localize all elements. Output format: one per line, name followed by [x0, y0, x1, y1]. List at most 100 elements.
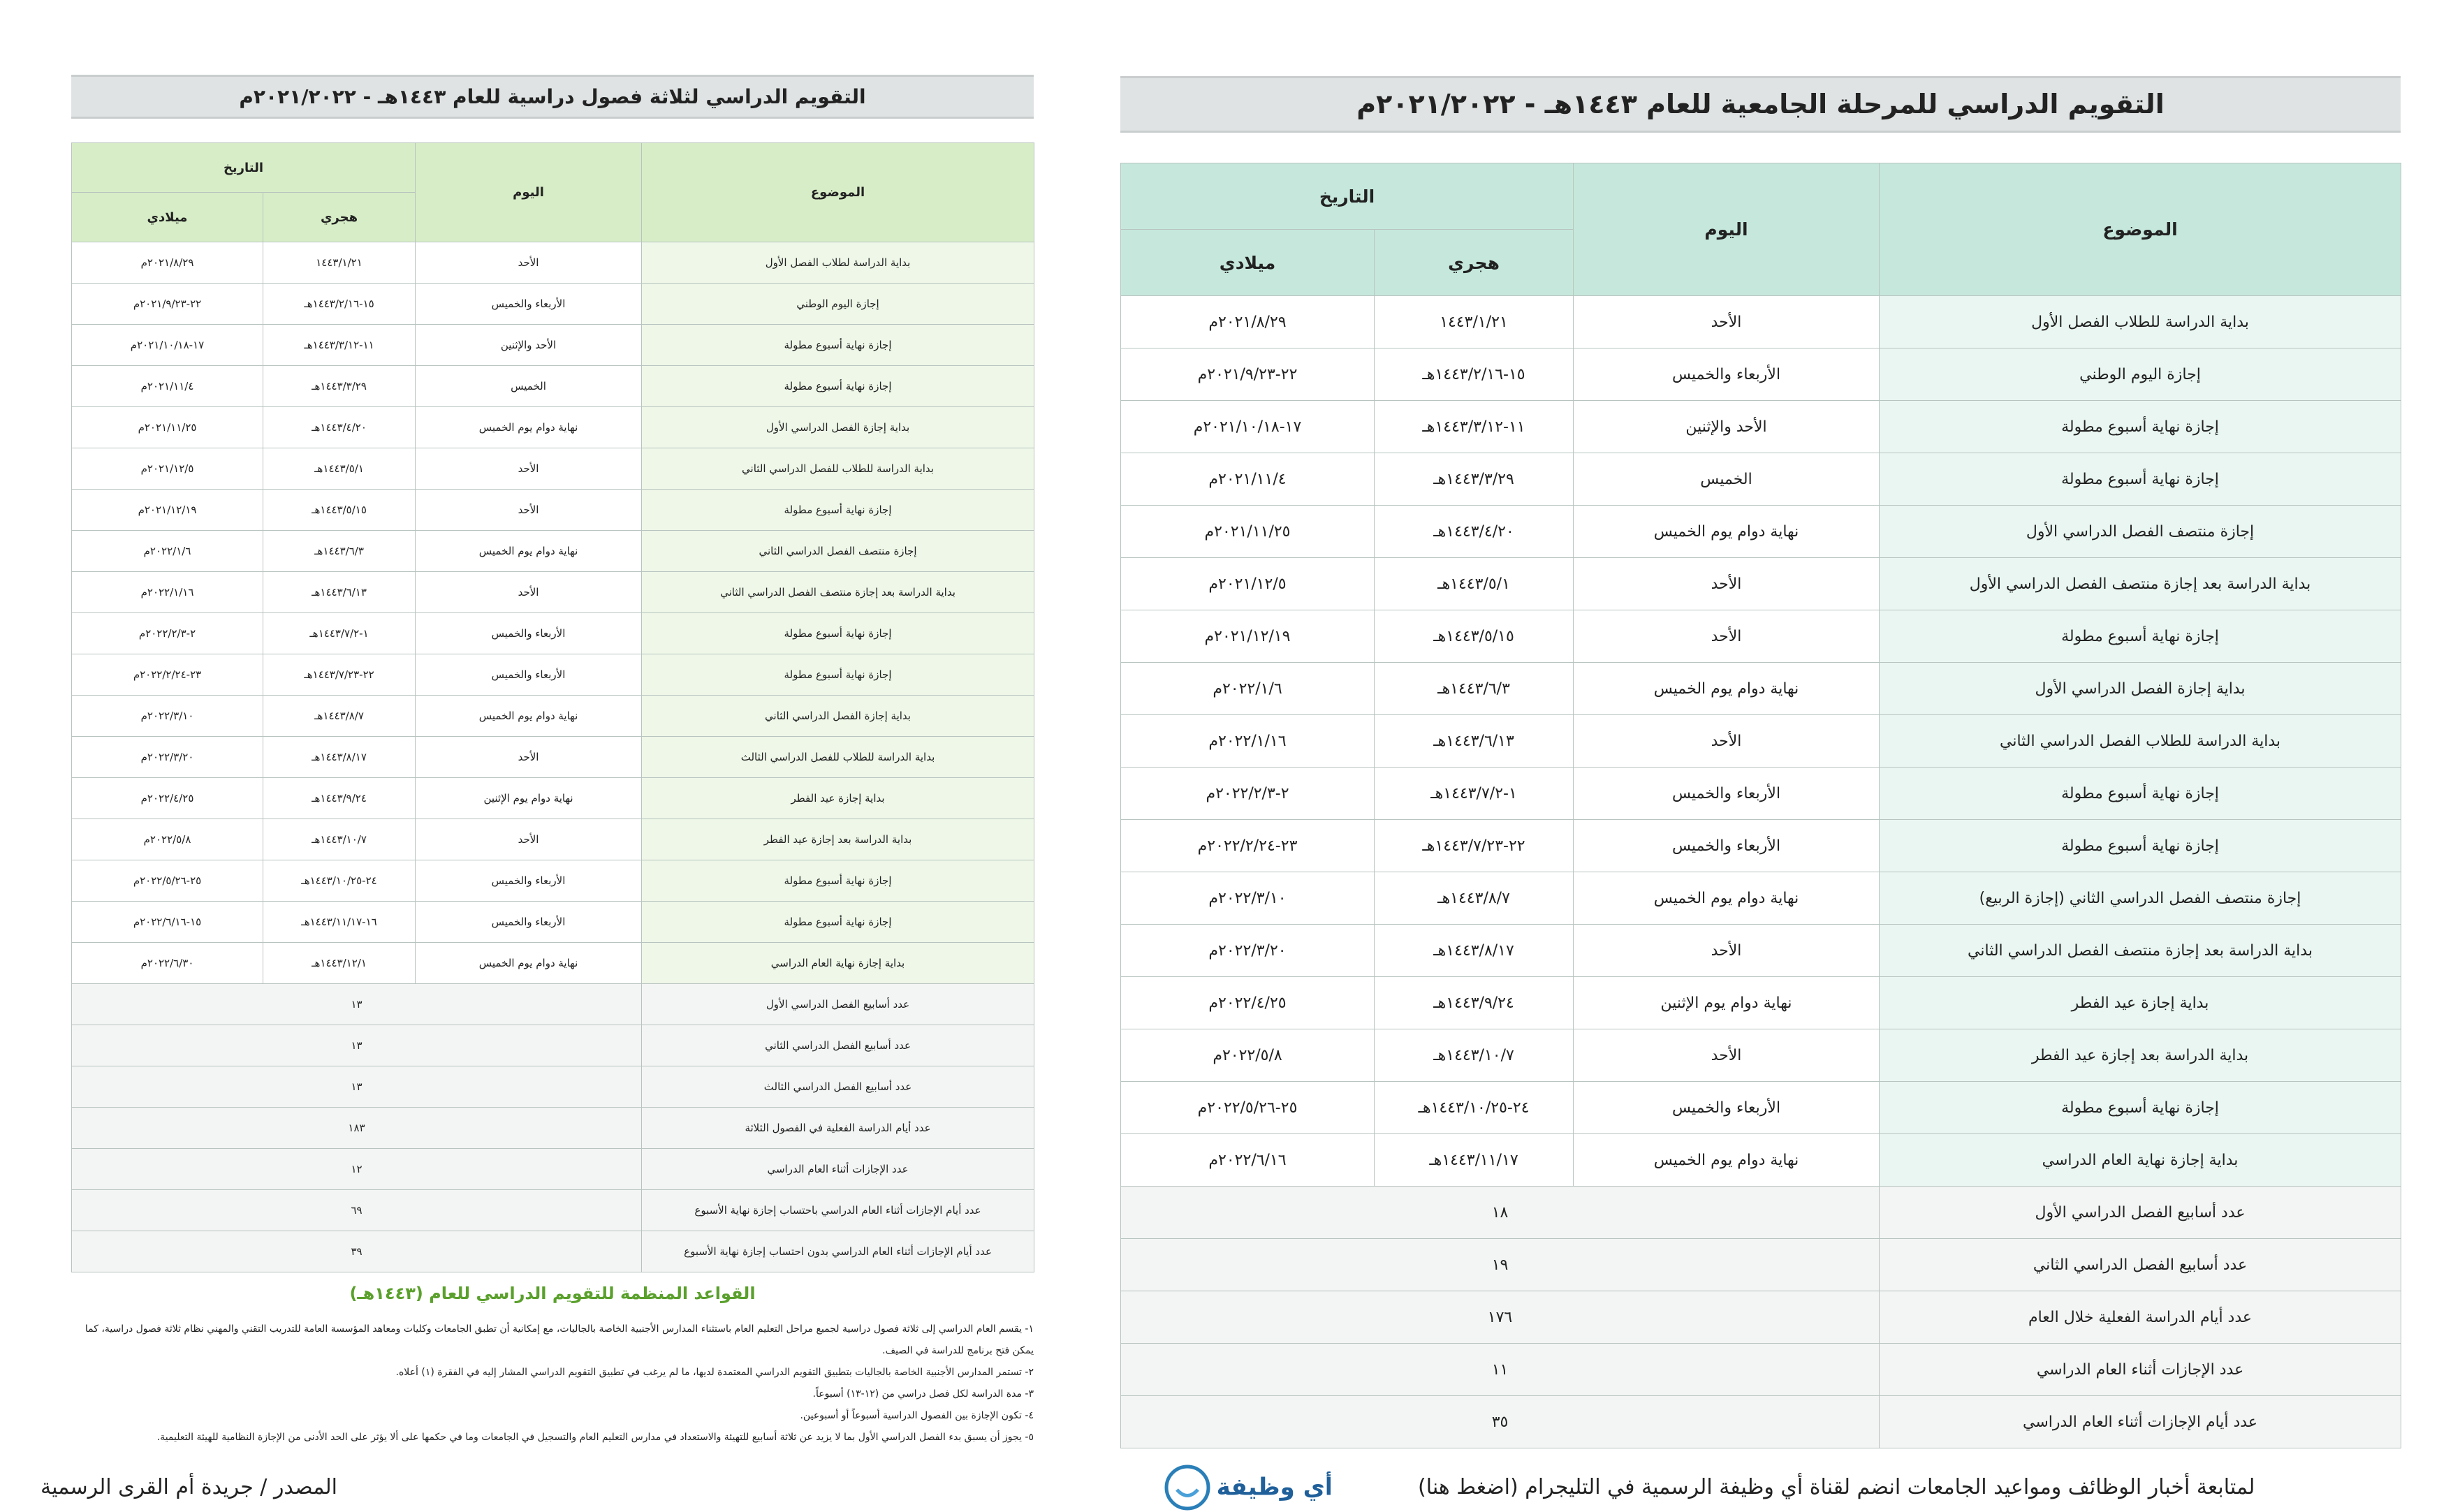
table-cell: الأحد [1573, 714, 1880, 768]
table-cell: إجازة نهاية أسبوع مطولة [641, 324, 1035, 366]
calendar-table: الموضوع اليوم التاريخ هجري ميلادي بداية الدرا… [1120, 163, 2402, 1448]
table-cell: إجازة نهاية أسبوع مطولة [1879, 767, 2402, 820]
table-row: إجازة منتصف الفصل الدراسي الأول نهاية دوا… [1120, 505, 2402, 558]
table-cell: ٢٠٢٢/١/٦م [1120, 662, 1375, 715]
table-cell: ٢٠٢٢/١/١٦م [71, 571, 264, 613]
table-cell: ١٤٤٣/٩/٢٤هـ [263, 777, 416, 819]
table-row: بداية إجازة الفصل الدراسي الثاني نهاية دو… [71, 695, 1035, 737]
summary-label: عدد أيام الإجازات أثناء العام الدراسي بد… [641, 1231, 1035, 1272]
table-cell: ٢٣-٢٠٢٢/٢/٢٤م [71, 654, 264, 696]
table-cell: نهاية دوام يوم الخميس [1573, 1133, 1880, 1187]
table-cell: ١٤٤٣/٦/٣هـ [263, 530, 416, 572]
table-cell: الأحد [415, 571, 643, 613]
table-row: إجازة نهاية أسبوع مطولة الأحد والإثنين ١١-… [1120, 400, 2402, 453]
rule-item: ٢- تستمر المدارس الأجنبية الخاصة بالجالي… [395, 1367, 1034, 1378]
logo-text: أي وظيفة [1217, 1471, 1331, 1502]
table-cell: الأربعاء والخميس [1573, 348, 1880, 401]
table-cell: ١٥-٢٠٢٢/٦/١٦م [71, 901, 264, 943]
table-row: بداية إجازة الفصل الدراسي الأول نهاية دوا… [71, 406, 1035, 448]
table-cell: ١١-١٤٤٣/٣/١٢هـ [263, 324, 416, 366]
rules-list: ١- يقسم العام الدراسي إلى ثلاثة فصول درا… [71, 1319, 1034, 1448]
table-cell: ١-١٤٤٣/٧/٢هـ [1374, 767, 1574, 820]
table-cell: الأربعاء والخميس [415, 612, 643, 654]
summary-row: عدد أسابيع الفصل الدراسي الأول ١٨ [1120, 1186, 2402, 1239]
table-cell: ١٤٤٣/٣/٢٩هـ [263, 365, 416, 407]
table-cell: ١٤٤٣/٤/٢٠هـ [1374, 505, 1574, 558]
header-cell: هجري [263, 192, 416, 242]
summary-label: عدد أيام الدراسة الفعلية في الفصول الثلا… [641, 1107, 1035, 1149]
table-cell: إجازة منتصف الفصل الدراسي الثاني [641, 530, 1035, 572]
summary-label: عدد أسابيع الفصل الدراسي الأول [641, 983, 1035, 1025]
table-row: بداية الدراسة لطلاب الفصل الأول الأحد ١٤٤٣… [71, 242, 1035, 284]
table-cell: نهاية دوام يوم الخميس [1573, 505, 1880, 558]
summary-value: ١١ [1120, 1343, 1880, 1396]
table-cell: نهاية دوام يوم الخميس [415, 406, 643, 448]
summary-label: عدد أسابيع الفصل الدراسي الأول [1879, 1186, 2402, 1239]
table-cell: ٢٢-١٤٤٣/٧/٢٣هـ [263, 654, 416, 696]
table-cell: ٢٠٢٢/٣/١٠م [71, 695, 264, 737]
summary-row: عدد أسابيع الفصل الدراسي الثاني ١٣ [71, 1025, 1035, 1066]
table-cell: ١٤٤٣/١١/١٧هـ [1374, 1133, 1574, 1187]
table-cell: بداية الدراسة لطلاب الفصل الأول [641, 242, 1035, 284]
summary-label: عدد أسابيع الفصل الدراسي الثالث [641, 1066, 1035, 1108]
table-cell: إجازة نهاية أسبوع مطولة [1879, 1081, 2402, 1134]
rule-item: ٥- يجوز أن يسبق بدء الفصل الدراسي الأول … [156, 1432, 1034, 1443]
table-cell: ١٤٤٣/١/٢١ [263, 242, 416, 284]
table-row: بداية الدراسة بعد إجازة عيد الفطر الأحد ١٤… [1120, 1029, 2402, 1082]
table-cell: الأحد [1573, 557, 1880, 610]
table-cell: إجازة نهاية أسبوع مطولة [641, 365, 1035, 407]
logo-icon [1176, 1488, 1199, 1497]
table-cell: ١٤٤٣/٥/١٥هـ [1374, 610, 1574, 663]
table-cell: ١٤٤٣/٥/١هـ [263, 448, 416, 490]
table-cell: ١٤٤٣/٤/٢٠هـ [263, 406, 416, 448]
header-cell: ميلادي [1120, 229, 1375, 296]
summary-label: عدد أسابيع الفصل الدراسي الثاني [641, 1025, 1035, 1066]
table-cell: الأربعاء والخميس [1573, 819, 1880, 872]
table-cell: الأحد [1573, 924, 1880, 977]
header-cell: ميلادي [71, 192, 264, 242]
table-cell: الخميس [1573, 453, 1880, 506]
table-cell: الخميس [415, 365, 643, 407]
table-row: بداية الدراسة بعد إجازة منتصف الفصل الدر… [1120, 924, 2402, 977]
table-row: إجازة نهاية أسبوع مطولة الأحد ١٤٤٣/٥/١٥هـ ٢… [1120, 610, 2402, 663]
table-cell: الأحد [1573, 610, 1880, 663]
table-cell: ٢٥-٢٠٢٢/٥/٢٦م [1120, 1081, 1375, 1134]
summary-value: ١٩ [1120, 1238, 1880, 1291]
table-cell: نهاية دوام يوم الإثنين [415, 777, 643, 819]
summary-label: عدد الإجازات أثناء العام الدراسي [641, 1148, 1035, 1190]
table-cell: إجازة منتصف الفصل الدراسي الثاني (إجازة … [1879, 872, 2402, 925]
table-cell: إجازة نهاية أسبوع مطولة [641, 860, 1035, 902]
table-row: بداية الدراسة بعد إجازة منتصف الفصل الدر… [1120, 557, 2402, 610]
table-row: إجازة منتصف الفصل الدراسي الثاني نهاية دو… [71, 530, 1035, 572]
table-cell: إجازة اليوم الوطني [641, 283, 1035, 325]
table-cell: ١٤٤٣/٣/٢٩هـ [1374, 453, 1574, 506]
table-cell: الأربعاء والخميس [415, 283, 643, 325]
table-row: إجازة نهاية أسبوع مطولة الأحد ١٤٤٣/٥/١٥هـ ٢… [71, 489, 1035, 531]
table-header: الموضوع اليوم التاريخ هجري ميلادي [71, 142, 1035, 242]
telegram-link[interactable]: لمتابعة أخبار الوظائف ومواعيد الجامعات ا… [1418, 1475, 2255, 1499]
summary-value: ٦٩ [71, 1189, 643, 1231]
table-row: بداية الدراسة للطلاب للفصل الدراسي الثان… [71, 448, 1035, 490]
table-cell: ٢٠٢١/١١/٤م [1120, 453, 1375, 506]
summary-row: عدد الإجازات أثناء العام الدراسي ١١ [1120, 1343, 2402, 1396]
summary-label: عدد أيام الإجازات أثناء العام الدراسي با… [641, 1189, 1035, 1231]
table-cell: ٢٠٢١/١١/٢٥م [1120, 505, 1375, 558]
summary-value: ١٢ [71, 1148, 643, 1190]
table-row: إجازة نهاية أسبوع مطولة الخميس ١٤٤٣/٣/٢٩هـ… [71, 365, 1035, 407]
table-row: إجازة منتصف الفصل الدراسي الثاني (إجازة … [1120, 872, 2402, 925]
table-cell: ٢٠٢١/١٢/٥م [71, 448, 264, 490]
table-cell: بداية الدراسة للطلاب للفصل الدراسي الثال… [641, 736, 1035, 778]
rules: القواعد المنظمة للتقويم الدراسي للعام (١… [71, 1284, 1034, 1448]
table-header: الموضوع اليوم التاريخ هجري ميلادي [1120, 163, 2402, 296]
table-cell: نهاية دوام يوم الخميس [415, 530, 643, 572]
table-row: بداية إجازة الفصل الدراسي الأول نهاية دوا… [1120, 662, 2402, 715]
table-cell: بداية إجازة الفصل الدراسي الثاني [641, 695, 1035, 737]
source: المصدر / جريدة أم القرى الرسمية [41, 1475, 338, 1499]
header-row: هجري ميلادي [1120, 229, 2401, 296]
table-cell: بداية الدراسة بعد إجازة منتصف الفصل الدر… [1879, 924, 2402, 977]
table-cell: ١٤٤٣/٨/١٧هـ [1374, 924, 1574, 977]
table-cell: بداية الدراسة بعد إجازة عيد الفطر [641, 819, 1035, 860]
table-cell: الأحد [415, 448, 643, 490]
table-cell: ٢٠٢٢/١/٦م [71, 530, 264, 572]
table-cell: ٢٤-١٤٤٣/١٠/٢٥هـ [263, 860, 416, 902]
